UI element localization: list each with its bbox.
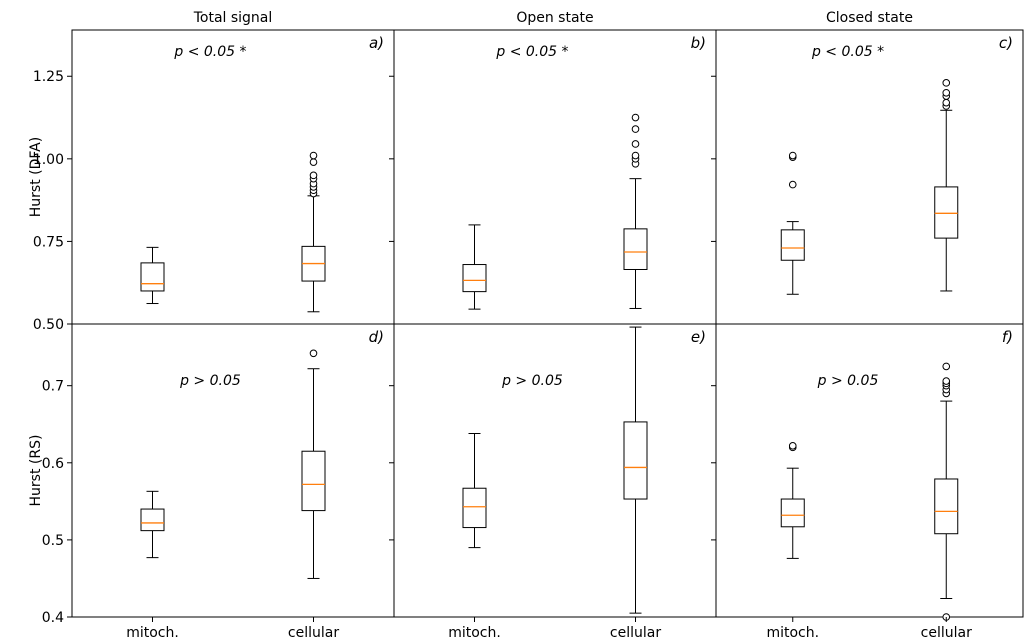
y-tick-label: 1.00 — [33, 152, 64, 168]
y-tick-label: 0.75 — [33, 234, 64, 250]
column-title: Total signal — [193, 10, 273, 26]
box-cellular — [301, 450, 326, 512]
outlier-point — [631, 113, 640, 122]
panel-label: c) — [999, 34, 1013, 52]
x-tick-label: mitoch. — [766, 625, 819, 638]
x-tick-label: cellular — [288, 625, 339, 638]
panel-frame — [71, 323, 395, 618]
panel-frame — [715, 29, 1024, 325]
y-tick-label: 0.6 — [42, 456, 64, 472]
y-tick-label: 0.7 — [42, 379, 64, 395]
panel-label: f) — [1002, 328, 1013, 346]
p-value-annotation: p > 0.05 — [817, 373, 879, 389]
box-mitoch — [462, 264, 487, 293]
p-value-annotation: p > 0.05 — [501, 373, 563, 389]
outlier-point — [942, 377, 951, 385]
outlier-point — [309, 349, 318, 358]
panel-frame — [715, 323, 1024, 618]
x-tick-label: mitoch. — [448, 625, 501, 638]
outlier-point — [788, 442, 797, 450]
y-axis-label: Hurst (RS) — [28, 435, 44, 507]
box-cellular — [623, 421, 648, 500]
outlier-point — [942, 79, 951, 87]
box-mitoch — [780, 229, 805, 261]
panel-frame — [393, 323, 717, 618]
p-value-annotation: p < 0.05 * — [495, 44, 568, 60]
y-axis-label: Hurst (DFA) — [28, 137, 44, 217]
outlier-point — [788, 151, 797, 160]
y-tick-label: 0.50 — [33, 317, 64, 333]
panel-label: e) — [691, 328, 706, 346]
panel-frame — [393, 29, 717, 325]
x-tick-label: mitoch. — [126, 625, 179, 638]
box-cellular — [934, 478, 959, 535]
y-tick-label: 0.4 — [42, 610, 64, 626]
box-mitoch — [462, 487, 487, 529]
panel-frame — [71, 29, 395, 325]
box-mitoch — [780, 498, 805, 528]
box-mitoch — [140, 262, 165, 292]
outlier-point — [942, 98, 951, 107]
column-title: Closed state — [826, 10, 913, 26]
outlier-point — [942, 362, 951, 371]
p-value-annotation: p > 0.05 — [179, 373, 241, 389]
x-tick-label: cellular — [610, 625, 661, 638]
box-cellular — [934, 186, 959, 239]
y-tick-label: 0.5 — [42, 533, 64, 549]
p-value-annotation: p < 0.05 * — [173, 44, 246, 60]
outlier-point — [631, 151, 640, 160]
p-value-annotation: p < 0.05 * — [811, 44, 884, 60]
outlier-point — [788, 180, 797, 189]
panel-label: b) — [691, 34, 706, 52]
x-tick-label: cellular — [921, 625, 972, 638]
panel-label: d) — [369, 328, 384, 346]
outlier-point — [942, 88, 951, 97]
outlier-point — [309, 158, 318, 166]
box-cellular — [623, 228, 648, 270]
column-title: Open state — [516, 10, 593, 26]
y-tick-label: 1.25 — [33, 69, 64, 85]
outlier-point — [309, 171, 318, 180]
panel-label: a) — [369, 34, 384, 52]
outlier-point — [631, 125, 640, 133]
outlier-point — [309, 151, 318, 160]
box-mitoch — [140, 508, 165, 532]
outlier-point — [631, 140, 640, 148]
